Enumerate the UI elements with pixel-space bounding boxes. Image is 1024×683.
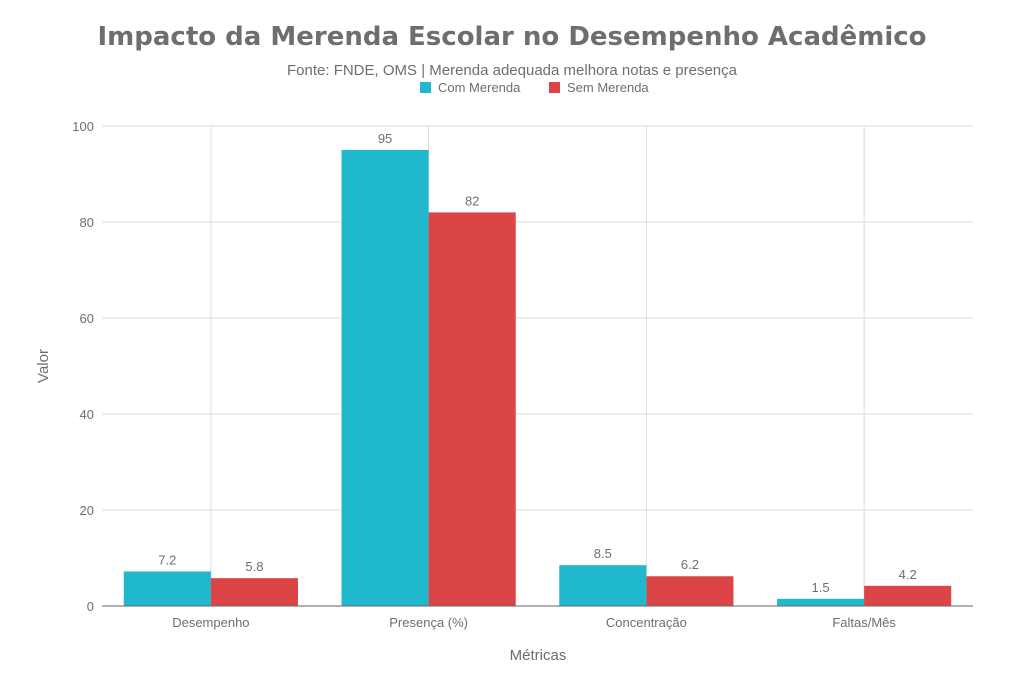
data-label: 4.2 bbox=[899, 567, 917, 582]
x-tick-label: Desempenho bbox=[172, 615, 249, 630]
chart-subtitle: Fonte: FNDE, OMS | Merenda adequada melh… bbox=[287, 62, 738, 79]
legend-swatch bbox=[420, 82, 431, 93]
y-axis-title: Valor bbox=[35, 349, 52, 383]
gridlines bbox=[102, 125, 973, 606]
legend-swatch bbox=[549, 82, 560, 93]
bar bbox=[428, 212, 516, 606]
y-tick-label: 100 bbox=[72, 119, 94, 134]
bars: 7.2 95 8.5 1.5 5.8 82 6.2 4.2 bbox=[123, 131, 952, 606]
y-tick-label: 60 bbox=[80, 311, 94, 326]
chart-title: Impacto da Merenda Escolar no Desempenho… bbox=[97, 22, 926, 52]
y-tick-label: 0 bbox=[87, 599, 94, 614]
legend-label: Com Merenda bbox=[438, 80, 521, 95]
data-label: 7.2 bbox=[158, 552, 176, 567]
y-tick-label: 80 bbox=[80, 215, 94, 230]
bar bbox=[341, 150, 429, 606]
data-label: 82 bbox=[465, 193, 479, 208]
axes: 0 20 40 60 80 100 Desempenho Presença (%) Concen… bbox=[72, 119, 973, 630]
bar bbox=[864, 585, 952, 606]
legend: Com Merenda Sem Merenda bbox=[420, 80, 649, 95]
bar bbox=[646, 576, 734, 606]
data-label: 6.2 bbox=[681, 557, 699, 572]
bar bbox=[559, 565, 647, 606]
data-label: 8.5 bbox=[594, 546, 612, 561]
legend-label: Sem Merenda bbox=[567, 80, 649, 95]
y-tick-label: 40 bbox=[80, 407, 94, 422]
data-label: 1.5 bbox=[812, 580, 830, 595]
data-label: 95 bbox=[378, 131, 392, 146]
bar bbox=[210, 578, 298, 606]
x-tick-label: Concentração bbox=[606, 615, 687, 630]
bar bbox=[123, 571, 211, 606]
x-tick-label: Presença (%) bbox=[389, 615, 468, 630]
y-tick-label: 20 bbox=[80, 503, 94, 518]
bar bbox=[777, 598, 865, 606]
data-label: 5.8 bbox=[245, 559, 263, 574]
x-axis-title: Métricas bbox=[510, 647, 567, 664]
x-tick-label: Faltas/Mês bbox=[832, 615, 896, 630]
